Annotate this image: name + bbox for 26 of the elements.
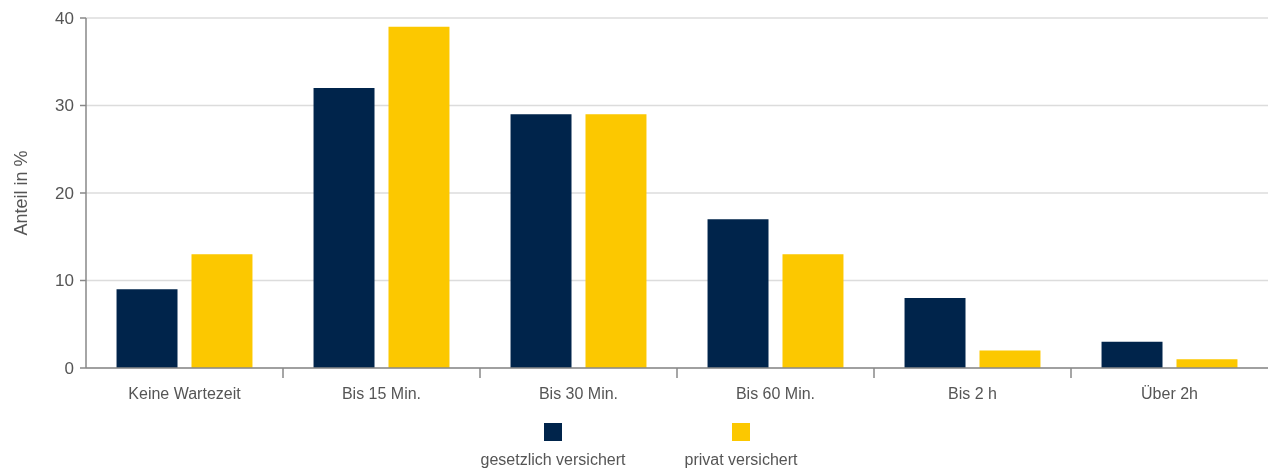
legend-label: privat versichert (684, 451, 799, 468)
x-tick-label: Über 2h (1141, 385, 1198, 402)
x-tick-label: Bis 60 Min. (735, 385, 816, 402)
bar (313, 88, 375, 368)
x-tick-label: Bis 30 Min. (538, 385, 619, 402)
y-tick-label: 0 (64, 358, 74, 378)
bar (782, 254, 844, 368)
y-axis-title: Anteil in % (11, 150, 31, 236)
bar (191, 254, 253, 368)
bar (116, 289, 178, 368)
y-tick-label: 20 (55, 183, 74, 203)
x-tick-label: Bis 15 Min. (341, 385, 422, 402)
bar (585, 114, 647, 368)
bar (707, 219, 769, 368)
bar (1176, 359, 1238, 368)
y-tick-label: 40 (55, 8, 74, 28)
x-tick-label: Keine Wartezeit (128, 385, 242, 402)
legend-label: gesetzlich versichert (480, 451, 627, 468)
bar (979, 350, 1041, 368)
bar (388, 26, 450, 368)
bar (904, 298, 966, 368)
bar (510, 114, 572, 368)
y-tick-label: 10 (55, 271, 74, 291)
x-tick-label: Bis 2 h (948, 385, 997, 402)
y-tick-label: 30 (55, 96, 74, 116)
bar (1101, 341, 1163, 368)
